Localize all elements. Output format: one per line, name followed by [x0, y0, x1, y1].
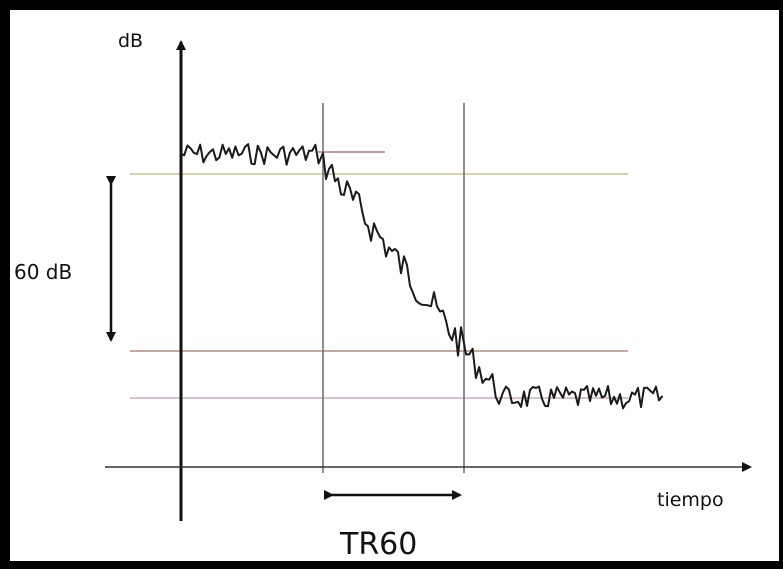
duration-label: TR60	[339, 527, 417, 562]
level-span-label: 60 dB	[14, 260, 72, 284]
y-axis-label: dB	[118, 30, 143, 52]
signal-waveform	[180, 143, 663, 410]
x-axis-label: tiempo	[657, 489, 724, 511]
